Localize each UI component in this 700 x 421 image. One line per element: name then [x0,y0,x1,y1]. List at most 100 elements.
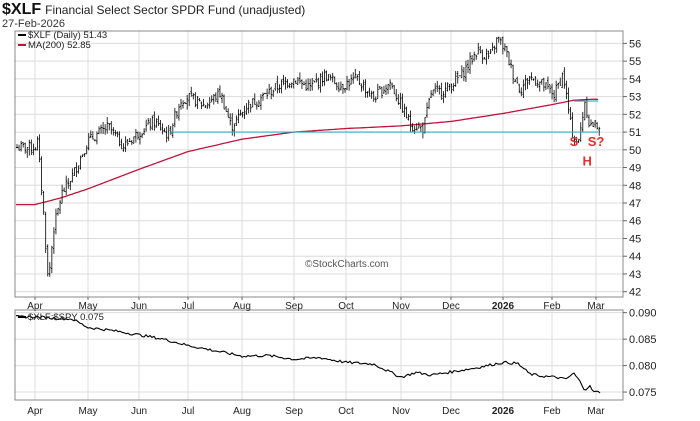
ohlc-bar [177,103,180,121]
ohlc-bar [71,168,74,183]
chart-date: 27-Feb-2026 [2,18,65,30]
ohlc-bar [382,85,385,94]
ohlc-bar [389,79,392,91]
ohlc-bar [329,74,332,81]
ohlc-bar [143,128,146,136]
ohlc-bar [204,105,207,108]
ohlc-bar [284,76,287,90]
ohlc-bar [530,72,533,81]
ohlc-bar [346,75,349,91]
month-label: Oct [338,406,354,417]
ohlc-bar [145,119,148,132]
price-tick-label: 48 [629,180,641,192]
ohlc-bar [44,211,47,254]
price-tick-label: 54 [629,74,641,86]
ohlc-bar [323,69,326,86]
ohlc-bar [171,123,174,138]
ohlc-bar [366,91,369,98]
ohlc-bar [446,82,449,92]
month-label: 2026 [492,301,515,312]
ohlc-bar [227,108,230,118]
ohlc-bar [286,79,289,89]
ohlc-bar [167,124,170,141]
ohlc-bar [95,131,98,145]
ohlc-bar [116,131,119,138]
ohlc-bar [491,42,494,51]
pattern-annotation: H [583,153,592,168]
ohlc-bar [274,83,277,91]
ohlc-bar [540,78,543,85]
ohlc-bar [436,80,439,92]
ohlc-bar [315,73,318,83]
ohlc-bar [358,71,361,86]
ohlc-bar [352,72,355,84]
ohlc-bar [581,111,584,133]
ohlc-bar [313,80,316,83]
ohlc-bar [469,52,472,75]
ohlc-bar [208,97,211,109]
ohlc-bar [57,207,59,216]
ohlc-bar [348,79,351,91]
ohlc-bar [212,94,215,105]
ohlc-bar [481,49,484,64]
ohlc-bar [372,90,375,102]
ohlc-bar [38,134,41,163]
ohlc-bar [364,79,367,98]
ohlc-bar [93,138,96,142]
ohlc-bar [20,140,23,152]
ohlc-bar [216,88,219,104]
ohlc-bar [575,136,578,144]
price-tick-label: 56 [629,38,641,50]
ohlc-bar [128,138,131,143]
ohlc-bar [368,87,371,97]
ohlc-bar [153,111,156,131]
price-tick-label: 42 [629,287,641,299]
ohlc-bar [221,92,223,104]
ohlc-bar [245,103,248,115]
ratio-tick-label: 0.090 [629,308,657,320]
month-label: Jul [182,301,195,312]
ohlc-bar [518,83,521,94]
price-tick-label: 50 [629,145,641,157]
month-label: Feb [543,406,561,417]
ohlc-bar [567,87,570,114]
ohlc-bar [136,131,139,140]
ohlc-bar [63,187,66,192]
ohlc-bar [385,84,387,95]
legend-label: $XLF (Daily) 51.43 [28,30,107,41]
ohlc-bar [83,153,86,158]
month-label: Aug [233,301,251,312]
ohlc-bar [495,37,498,53]
month-label: Feb [543,301,561,312]
ohlc-bar [237,109,240,124]
ohlc-bar [188,92,191,107]
ohlc-bar [239,109,242,116]
ohlc-bar [596,122,599,130]
ohlc-bar [356,74,359,81]
ohlc-bar [180,98,182,110]
ohlc-bar [528,75,531,85]
ohlc-bar [257,99,260,107]
ohlc-bar [409,110,412,132]
ohlc-bar [536,79,539,88]
ohlc-bar [278,84,281,93]
ohlc-bar [512,64,515,85]
ohlc-bar [380,86,383,99]
ohlc-bar [370,90,373,99]
ohlc-bar [300,79,303,90]
ohlc-bar [460,65,463,78]
ohlc-bar [598,126,601,136]
ohlc-bar [415,123,418,131]
ohlc-bar [485,48,488,65]
ohlc-bar [487,50,490,60]
ohlc-bar [551,83,554,100]
ohlc-bar [266,88,269,100]
ohlc-bar [405,106,408,119]
ohlc-bar [514,78,517,83]
ohlc-bar [395,89,398,102]
month-label: Nov [392,406,410,417]
ohlc-bar [583,101,586,121]
ohlc-bar [376,83,379,99]
ohlc-bar [288,83,291,89]
ohlc-bar [24,142,27,154]
